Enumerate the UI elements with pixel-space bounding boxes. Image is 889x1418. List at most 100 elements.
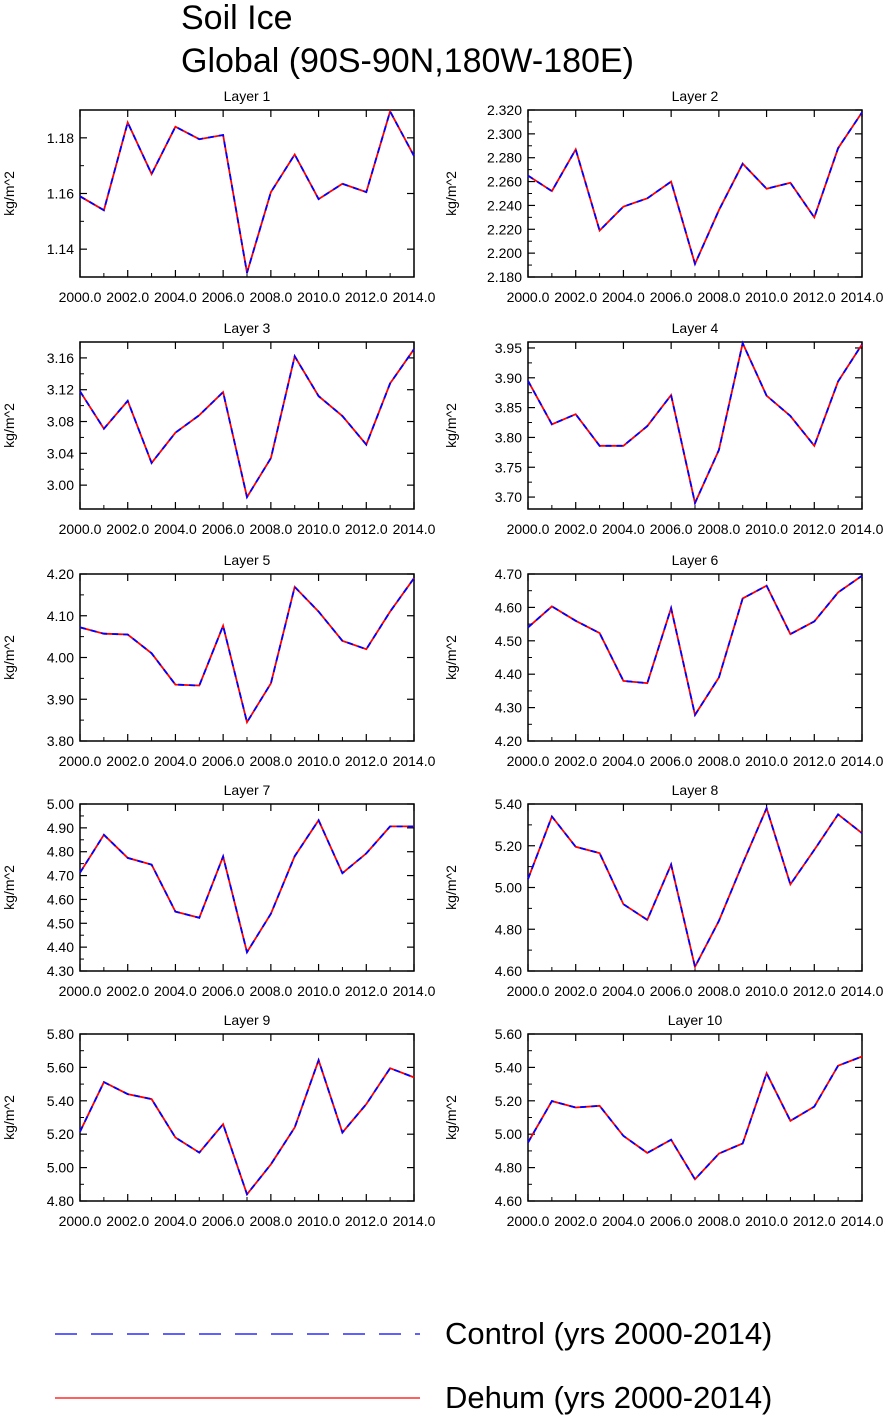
- y-tick-label: 5.60: [495, 1026, 522, 1042]
- x-tick-label: 2008.0: [697, 1213, 740, 1229]
- y-axis-label: kg/m^2: [443, 635, 459, 680]
- y-axis-label: kg/m^2: [1, 1095, 17, 1140]
- x-tick-label: 2004.0: [154, 521, 197, 537]
- x-tick-label: 2004.0: [602, 1213, 645, 1229]
- series-line-dehum: [79, 577, 415, 725]
- y-axis-label: kg/m^2: [1, 171, 17, 216]
- x-tick-label: 2000.0: [59, 753, 102, 769]
- chart-title-line-2: Global (90S-90N,180W-180E): [181, 42, 634, 80]
- y-tick-label: 1.16: [47, 186, 74, 202]
- y-tick-label: 3.90: [47, 691, 74, 707]
- x-tick-label: 2000.0: [59, 521, 102, 537]
- plot-frame: [79, 109, 415, 278]
- x-tick-label: 2014.0: [841, 753, 884, 769]
- x-tick-label: 2002.0: [106, 521, 149, 537]
- x-tick-label: 2000.0: [59, 983, 102, 999]
- y-tick-label: 2.200: [487, 245, 522, 261]
- x-tick-label: 2014.0: [393, 521, 436, 537]
- x-tick-label: 2010.0: [745, 983, 788, 999]
- x-tick-label: 2014.0: [841, 521, 884, 537]
- y-axis-label: kg/m^2: [443, 171, 459, 216]
- x-tick-label: 2006.0: [202, 521, 245, 537]
- x-tick-label: 2002.0: [106, 753, 149, 769]
- x-tick-label: 2002.0: [106, 983, 149, 999]
- panel-layer-7: Layer 7 4.30 4.40 4.50 4.60 4.70 4.80 4.90 5.00 2…: [1, 782, 436, 999]
- y-tick-label: 5.80: [47, 1026, 74, 1042]
- panel-title: Layer 8: [672, 782, 719, 798]
- x-tick-label: 2002.0: [106, 1213, 149, 1229]
- series-line-control: [527, 340, 863, 506]
- series-line-control: [527, 574, 863, 718]
- panel-title: Layer 7: [224, 782, 271, 798]
- y-tick-label: 4.70: [495, 566, 522, 582]
- x-tick-label: 2012.0: [345, 289, 388, 305]
- series-line-control: [527, 111, 863, 267]
- x-tick-label: 2000.0: [507, 289, 550, 305]
- x-tick-label: 2002.0: [554, 521, 597, 537]
- plot-frame: [527, 1033, 863, 1202]
- x-tick-label: 2008.0: [249, 521, 292, 537]
- y-tick-label: 5.40: [47, 1093, 74, 1109]
- x-tick-label: 2000.0: [507, 1213, 550, 1229]
- plot-frame: [79, 573, 415, 742]
- y-tick-label: 3.75: [495, 459, 522, 475]
- y-axis-label: kg/m^2: [443, 403, 459, 448]
- series-line-control: [79, 348, 415, 500]
- legend-label-dehum: Dehum (yrs 2000-2014): [445, 1380, 773, 1415]
- x-tick-label: 2008.0: [697, 289, 740, 305]
- series-line-control: [79, 1057, 415, 1197]
- x-tick-label: 2006.0: [650, 1213, 693, 1229]
- x-tick-label: 2000.0: [59, 1213, 102, 1229]
- y-tick-label: 5.00: [495, 880, 522, 896]
- y-tick-label: 2.240: [487, 197, 522, 213]
- x-tick-label: 2010.0: [745, 521, 788, 537]
- x-tick-label: 2004.0: [602, 983, 645, 999]
- x-tick-label: 2014.0: [841, 289, 884, 305]
- y-tick-label: 3.85: [495, 400, 522, 416]
- x-tick-label: 2004.0: [602, 289, 645, 305]
- x-tick-label: 2006.0: [202, 983, 245, 999]
- y-tick-label: 3.00: [47, 477, 74, 493]
- x-tick-label: 2002.0: [554, 753, 597, 769]
- y-axis-label: kg/m^2: [443, 1095, 459, 1140]
- y-tick-label: 2.300: [487, 126, 522, 142]
- plot-frame: [527, 341, 863, 510]
- series-line-dehum: [527, 111, 863, 267]
- y-tick-label: 4.00: [47, 650, 74, 666]
- x-tick-label: 2012.0: [793, 983, 836, 999]
- y-tick-label: 3.80: [47, 733, 74, 749]
- series-line-dehum: [79, 818, 414, 955]
- series-line-control: [527, 1055, 863, 1181]
- panel-title: Layer 6: [672, 552, 719, 568]
- x-tick-label: 2008.0: [249, 289, 292, 305]
- y-tick-label: 4.50: [495, 633, 522, 649]
- y-tick-label: 3.80: [495, 429, 522, 445]
- x-tick-label: 2008.0: [697, 753, 740, 769]
- x-tick-label: 2014.0: [393, 983, 436, 999]
- x-tick-label: 2012.0: [345, 753, 388, 769]
- x-tick-label: 2014.0: [393, 753, 436, 769]
- y-tick-label: 5.60: [47, 1059, 74, 1075]
- x-tick-label: 2010.0: [745, 1213, 788, 1229]
- x-tick-label: 2012.0: [345, 521, 388, 537]
- x-tick-label: 2012.0: [345, 983, 388, 999]
- y-tick-label: 2.220: [487, 221, 522, 237]
- x-tick-label: 2010.0: [745, 753, 788, 769]
- x-tick-label: 2004.0: [602, 521, 645, 537]
- y-axis-label: kg/m^2: [443, 865, 459, 910]
- x-tick-label: 2000.0: [507, 521, 550, 537]
- y-tick-label: 5.20: [495, 1093, 522, 1109]
- y-tick-label: 5.20: [495, 838, 522, 854]
- x-tick-label: 2014.0: [841, 983, 884, 999]
- y-tick-label: 3.70: [495, 489, 522, 505]
- chart-title-line-1: Soil Ice: [181, 0, 293, 37]
- y-tick-label: 2.260: [487, 174, 522, 190]
- panel-title: Layer 1: [224, 88, 271, 104]
- x-tick-label: 2008.0: [697, 983, 740, 999]
- panel-title: Layer 10: [668, 1012, 723, 1028]
- x-tick-label: 2000.0: [507, 753, 550, 769]
- x-tick-label: 2010.0: [297, 983, 340, 999]
- plot-frame: [527, 803, 863, 972]
- y-axis-label: kg/m^2: [1, 865, 17, 910]
